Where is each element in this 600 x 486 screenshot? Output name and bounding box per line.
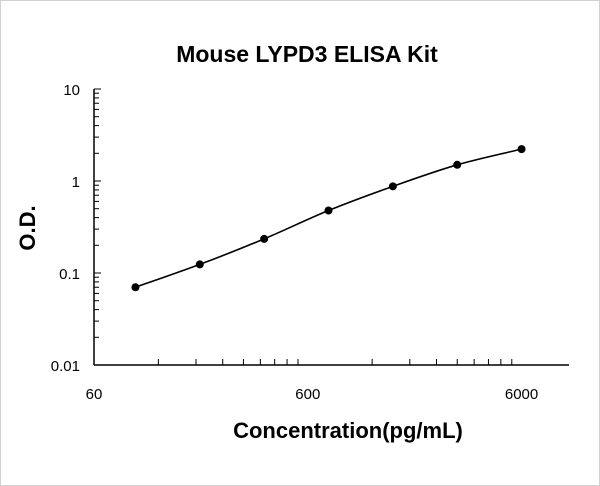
y-axis-label: O.D. — [15, 205, 40, 250]
data-point — [324, 206, 333, 215]
data-point — [195, 260, 204, 269]
y-tick-label: 1 — [72, 174, 80, 191]
data-point — [517, 145, 526, 154]
data-point — [131, 283, 140, 292]
y-tick-label: 0.1 — [59, 266, 80, 283]
chart-title: Mouse LYPD3 ELISA Kit — [176, 41, 438, 67]
x-axis-label: Concentration(pg/mL) — [233, 418, 463, 443]
data-point — [260, 234, 269, 243]
x-tick-label: 6000 — [505, 386, 538, 403]
x-tick-label: 60 — [86, 386, 103, 403]
series-line — [135, 148, 522, 289]
data-point — [388, 182, 397, 191]
y-tick-label: 0.01 — [51, 358, 80, 375]
x-tick-label: 600 — [295, 386, 320, 403]
y-tick-label: 10 — [63, 82, 80, 99]
data-point — [453, 160, 462, 169]
